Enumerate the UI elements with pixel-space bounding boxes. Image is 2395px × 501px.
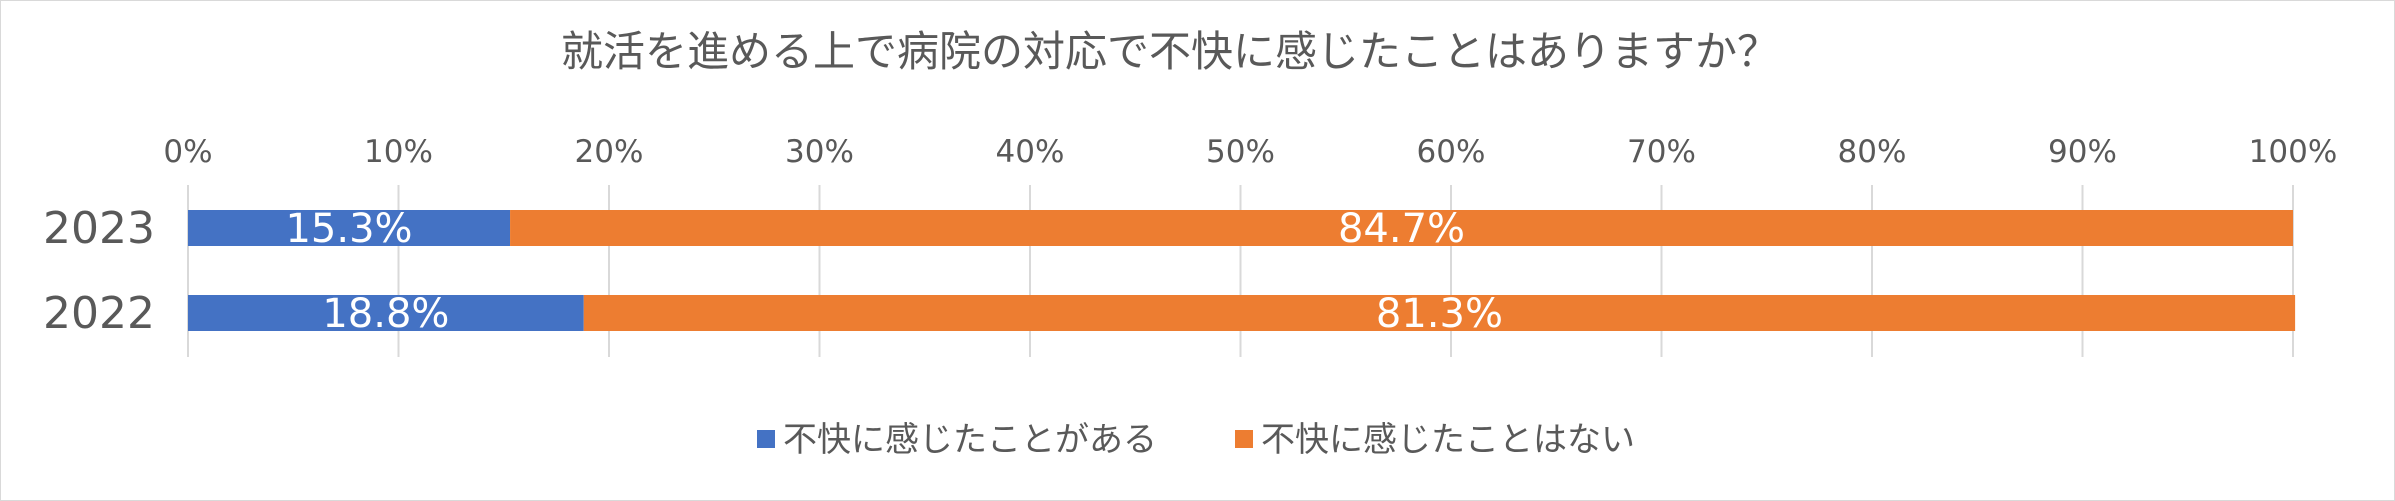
data-label: 81.3%: [1376, 291, 1503, 337]
data-labels: 15.3% 84.7% 18.8% 81.3%: [285, 206, 1502, 337]
legend: 不快に感じたことがある 不快に感じたことはない: [757, 420, 1635, 460]
legend-swatch: [1235, 430, 1253, 448]
x-tick-label: 10%: [364, 134, 433, 170]
legend-swatch: [757, 430, 775, 448]
x-tick-label: 40%: [996, 134, 1065, 170]
data-label: 84.7%: [1338, 206, 1465, 252]
legend-label: 不快に感じたことがある: [783, 420, 1157, 460]
data-label: 18.8%: [322, 291, 449, 337]
x-tick-label: 30%: [785, 134, 854, 170]
bar-segment: [188, 295, 584, 331]
legend-label: 不快に感じたことはない: [1261, 420, 1635, 460]
x-tick-label: 90%: [2048, 134, 2117, 170]
bar-segment: [510, 210, 2294, 246]
x-axis-ticks: 0% 10% 20% 30% 40% 50% 60% 70% 80% 90% 100%: [163, 134, 2337, 170]
x-tick-label: 0%: [163, 134, 212, 170]
x-tick-label: 70%: [1627, 134, 1696, 170]
bar-segment: [188, 210, 511, 246]
data-label: 15.3%: [285, 206, 412, 252]
bars: [188, 210, 2296, 331]
x-tick-label: 60%: [1417, 134, 1486, 170]
x-tick-label: 100%: [2249, 134, 2338, 170]
x-tick-label: 50%: [1206, 134, 1275, 170]
x-tick-label: 80%: [1838, 134, 1907, 170]
bar-segment: [583, 295, 2296, 331]
category-label: 2023: [43, 203, 155, 254]
category-label: 2022: [43, 288, 155, 339]
chart-title: 就活を進める上で病院の対応で不快に感じたことはありますか？: [561, 27, 1779, 76]
x-tick-label: 20%: [575, 134, 644, 170]
y-axis-categories: 2023 2022: [43, 203, 155, 339]
